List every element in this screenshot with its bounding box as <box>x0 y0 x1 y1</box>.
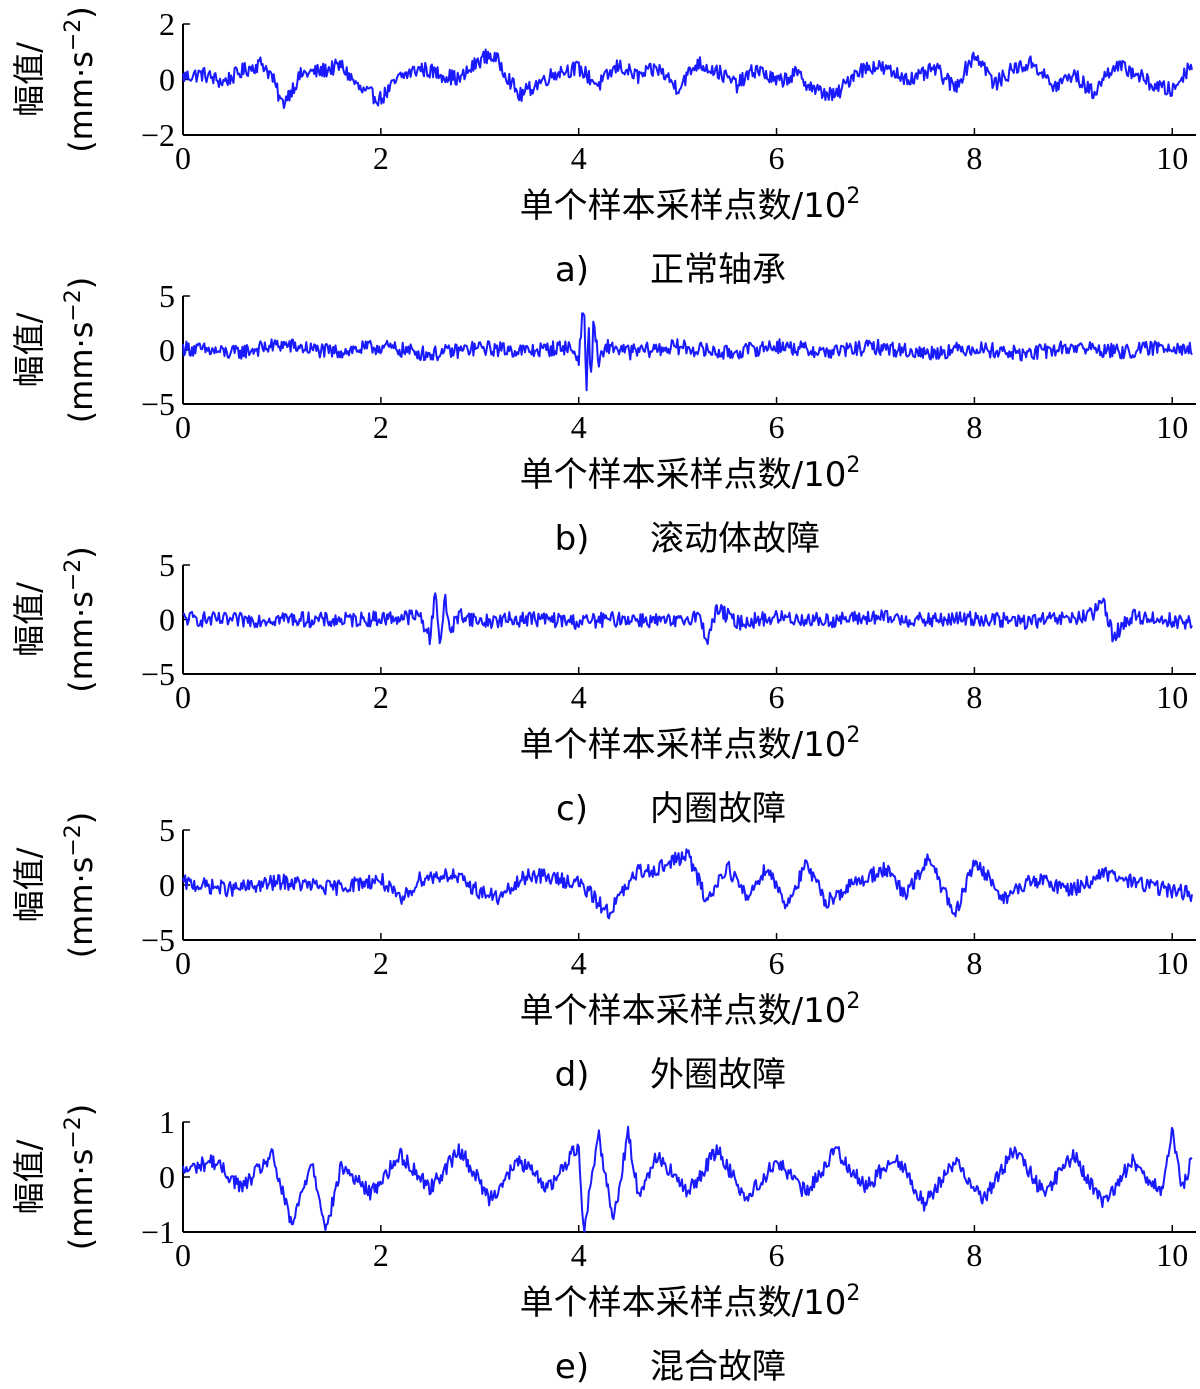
caption-text: 外圈故障 <box>650 1055 786 1095</box>
y-tick-label: −1 <box>141 1214 175 1250</box>
y-tick-label: 0 <box>159 602 175 638</box>
x-tick-label: 8 <box>966 1237 982 1273</box>
caption-letter: d) <box>555 1055 590 1095</box>
x-tick-label: 0 <box>175 945 191 981</box>
y-tick-label: 2 <box>159 6 175 42</box>
y-axis-label-bottom: (mm·s−2) <box>61 812 100 959</box>
signal-line <box>182 48 1193 109</box>
x-tick-label: 2 <box>373 1237 389 1273</box>
y-axis-label-top: 幅值/ <box>10 847 48 922</box>
y-axis-label-bottom: (mm·s−2) <box>61 277 100 424</box>
x-axis-label: 单个样本采样点数/102 <box>520 989 861 1031</box>
caption-text: 滚动体故障 <box>650 519 820 559</box>
x-tick-label: 8 <box>966 140 982 176</box>
x-tick-label: 10 <box>1156 409 1188 445</box>
y-axis-label-top: 幅值/ <box>10 582 48 657</box>
x-tick-label: 4 <box>571 409 587 445</box>
x-tick-label: 2 <box>373 945 389 981</box>
x-tick-label: 2 <box>373 140 389 176</box>
y-axis-label-top: 幅值/ <box>10 42 48 117</box>
caption-letter: a) <box>555 250 589 290</box>
y-axis-label-top: 幅值/ <box>10 1139 48 1214</box>
y-axis-label-bottom: (mm·s−2) <box>61 1104 100 1251</box>
signal-line <box>182 1125 1193 1233</box>
x-tick-label: 10 <box>1156 945 1188 981</box>
signal-line <box>182 592 1193 646</box>
y-tick-label: −5 <box>141 656 175 692</box>
x-tick-label: 8 <box>966 679 982 715</box>
y-tick-label: 0 <box>159 867 175 903</box>
x-tick-label: 0 <box>175 1237 191 1273</box>
y-axis-label-bottom: (mm·s−2) <box>61 6 100 153</box>
x-tick-label: 4 <box>571 140 587 176</box>
x-tick-label: 6 <box>769 409 785 445</box>
x-tick-label: 2 <box>373 409 389 445</box>
x-axis-label: 单个样本采样点数/102 <box>520 1281 861 1323</box>
x-tick-label: 4 <box>571 679 587 715</box>
y-tick-label: 5 <box>159 547 175 583</box>
x-tick-label: 6 <box>769 679 785 715</box>
caption-text: 正常轴承 <box>650 250 786 290</box>
y-tick-label: 0 <box>159 332 175 368</box>
x-tick-label: 10 <box>1156 140 1188 176</box>
x-tick-label: 10 <box>1156 679 1188 715</box>
x-tick-label: 6 <box>769 140 785 176</box>
caption-letter: e) <box>555 1347 589 1387</box>
y-tick-label: 0 <box>159 62 175 98</box>
x-tick-label: 10 <box>1156 1237 1188 1273</box>
x-tick-label: 8 <box>966 945 982 981</box>
x-tick-label: 2 <box>373 679 389 715</box>
x-axis-label: 单个样本采样点数/102 <box>520 723 861 765</box>
y-tick-label: 0 <box>159 1159 175 1195</box>
y-tick-label: 5 <box>159 812 175 848</box>
y-tick-label: −5 <box>141 922 175 958</box>
x-tick-label: 4 <box>571 1237 587 1273</box>
x-axis-label: 单个样本采样点数/102 <box>520 184 861 226</box>
y-tick-label: 5 <box>159 278 175 314</box>
x-tick-label: 6 <box>769 945 785 981</box>
y-tick-label: −2 <box>141 117 175 153</box>
caption-text: 内圈故障 <box>650 789 786 829</box>
x-tick-label: 4 <box>571 945 587 981</box>
x-axis-label: 单个样本采样点数/102 <box>520 453 861 495</box>
caption-letter: b) <box>555 519 590 559</box>
y-tick-label: 1 <box>159 1104 175 1140</box>
x-tick-label: 8 <box>966 409 982 445</box>
x-tick-label: 0 <box>175 409 191 445</box>
y-tick-label: −5 <box>141 386 175 422</box>
x-tick-label: 0 <box>175 140 191 176</box>
y-axis-label-bottom: (mm·s−2) <box>61 546 100 693</box>
y-axis-label-top: 幅值/ <box>10 312 48 387</box>
signal-line <box>182 312 1193 392</box>
caption-text: 混合故障 <box>650 1347 786 1387</box>
signal-line <box>182 848 1193 920</box>
caption-letter: c) <box>556 789 588 829</box>
x-tick-label: 6 <box>769 1237 785 1273</box>
x-tick-label: 0 <box>175 679 191 715</box>
